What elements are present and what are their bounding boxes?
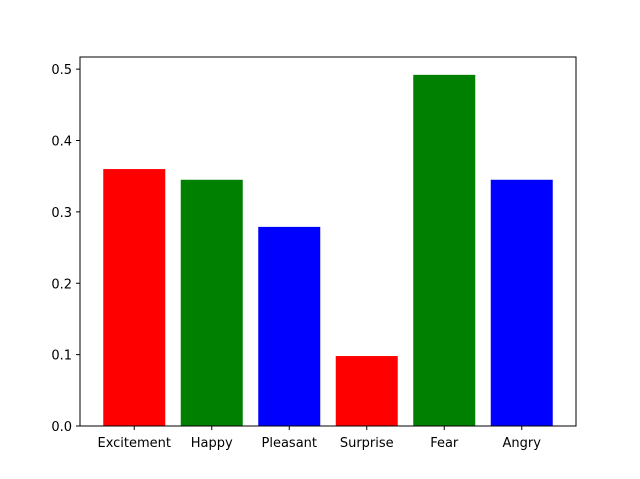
x-tick-label: Surprise	[340, 436, 394, 451]
y-axis: 0.0 0.1 0.2 0.3 0.4 0.5	[51, 63, 80, 435]
y-tick-label: 0.4	[51, 135, 72, 150]
y-tick-label: 0.1	[51, 349, 72, 364]
x-tick-label: Pleasant	[262, 436, 318, 451]
bars-group	[103, 74, 553, 426]
y-tick-label: 0.5	[51, 63, 72, 78]
y-tick-label: 0.3	[51, 206, 72, 221]
x-tick-label: Angry	[503, 436, 542, 451]
x-tick-label: Excitement	[97, 436, 171, 451]
bar-happy	[180, 179, 243, 426]
x-tick-label: Happy	[191, 436, 233, 451]
bar-fear	[413, 74, 476, 426]
bar-excitement	[103, 169, 166, 426]
x-tick-label: Fear	[430, 436, 459, 451]
bar-surprise	[335, 356, 398, 426]
x-axis: Excitement Happy Pleasant Surprise Fear Angry	[97, 426, 541, 451]
axes-frame	[79, 56, 577, 427]
bar-pleasant	[258, 226, 321, 426]
y-tick-label: 0.2	[51, 277, 72, 292]
y-tick-label: 0.0	[51, 420, 72, 435]
bar-angry	[490, 179, 553, 426]
